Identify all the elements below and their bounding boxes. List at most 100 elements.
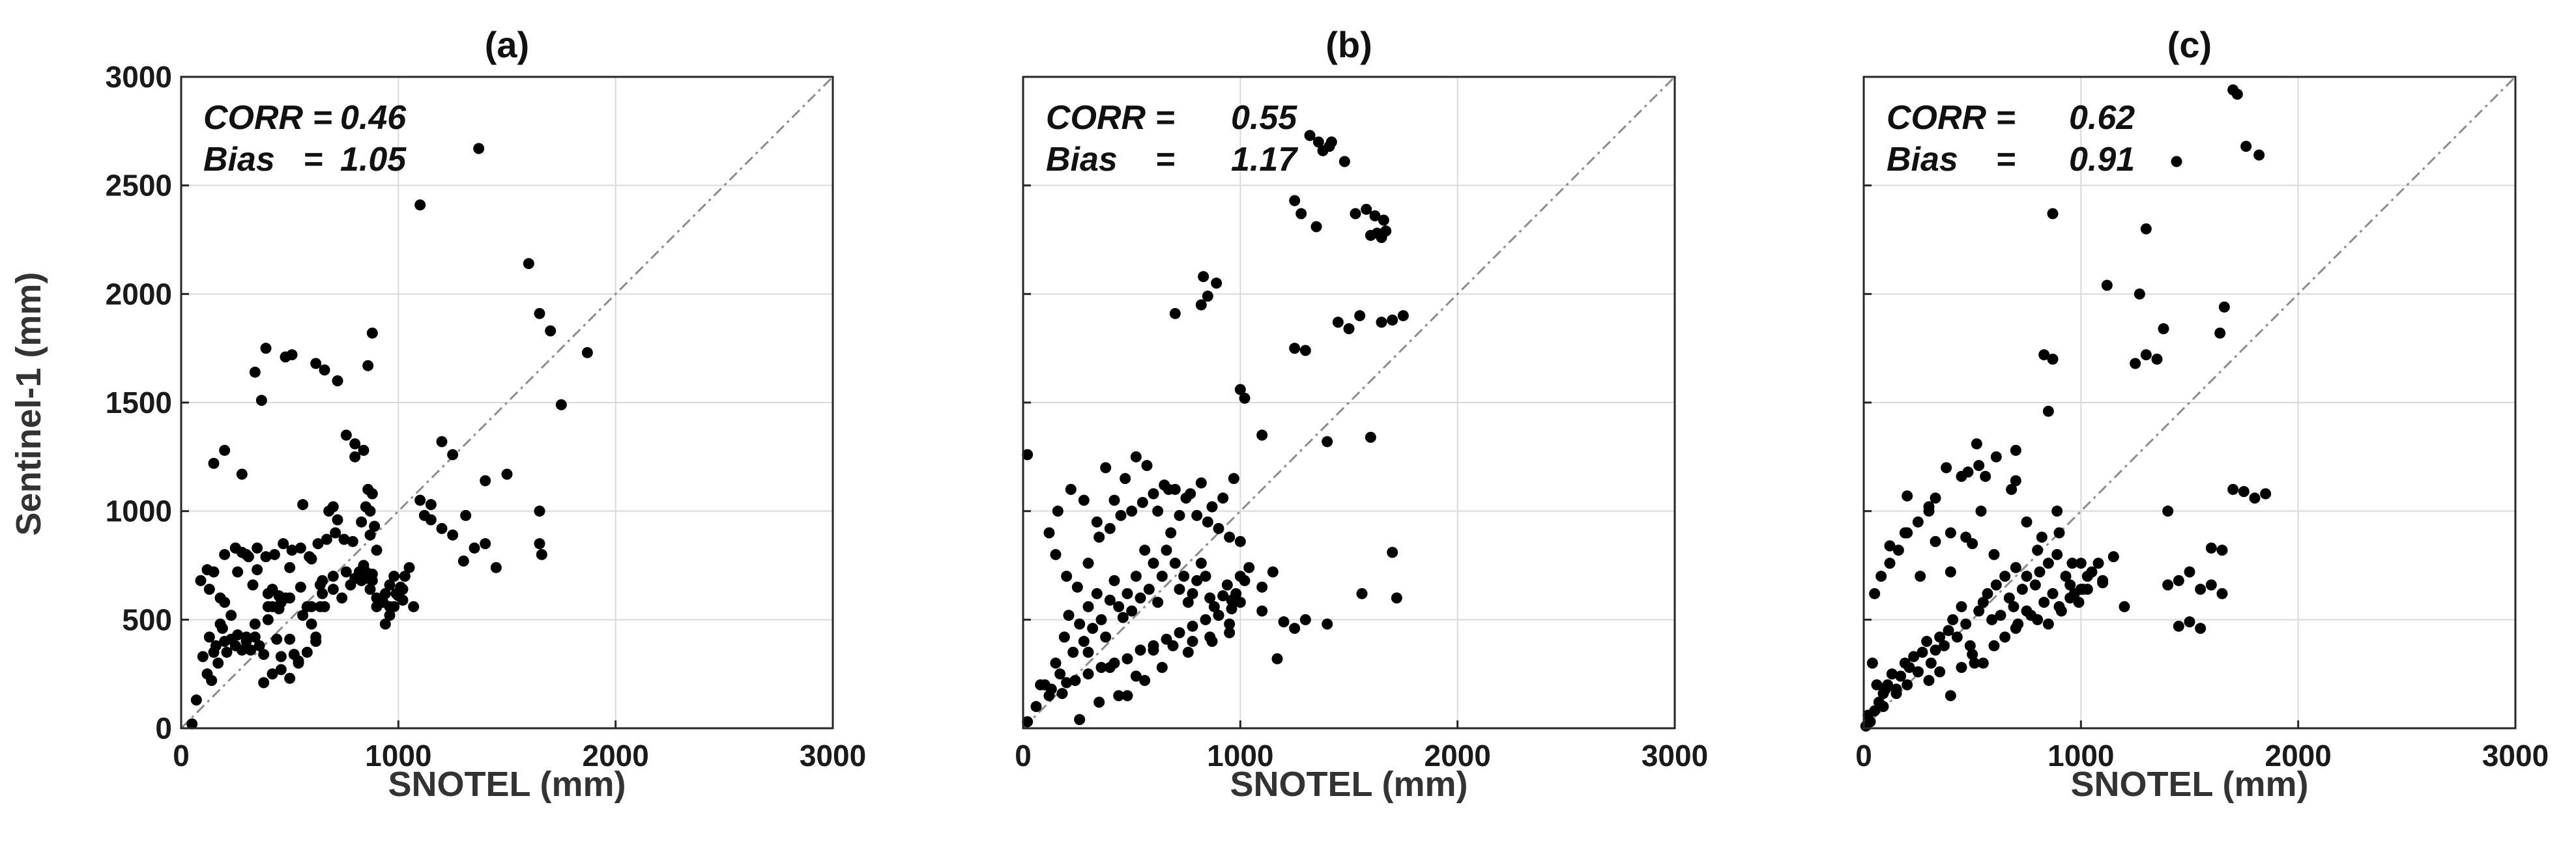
panel-b-data-point	[1376, 317, 1387, 328]
panel-a-data-point	[319, 364, 330, 376]
panel-a-data-point	[252, 542, 263, 554]
panel-b-data-point	[1108, 494, 1120, 506]
panel-c-data-point	[1967, 538, 1978, 550]
panel-a-data-point	[306, 601, 317, 612]
panel-b-data-point	[1082, 668, 1094, 680]
panel-c-corr-label: CORR =	[1887, 99, 2016, 137]
panel-c-data-point	[2184, 566, 2195, 578]
panel-b-data-point	[1213, 610, 1224, 621]
panel-b-data-point	[1191, 575, 1203, 586]
panel-b-data-point	[1126, 505, 1138, 517]
panel-a-data-point	[190, 694, 202, 706]
panel-a: (a) SNOTEL (mm) CORR = 0.46 Bias = 1.05 …	[106, 24, 867, 804]
panel-b-data-point	[1169, 558, 1181, 569]
panel-c-data-point	[2042, 618, 2054, 630]
panel-b-data-point	[1122, 690, 1133, 702]
panel-c-data-point	[1956, 662, 1967, 674]
panel-a-data-point	[480, 538, 491, 550]
panel-c-data-point	[2075, 558, 2087, 569]
panel-c-data-point	[1912, 516, 1924, 528]
panel-a-data-point	[206, 675, 218, 687]
panel-b-data-point	[1387, 547, 1398, 558]
panel-a-grid	[181, 77, 833, 728]
panel-b-data-point	[1120, 473, 1131, 485]
panel-a-title: (a)	[485, 24, 529, 65]
panel-c-points	[1860, 84, 2272, 732]
panel-b-data-point	[1136, 496, 1148, 508]
panel-c-data-point	[1988, 548, 2000, 560]
panel-b-data-point	[1078, 636, 1090, 647]
panel-b-data-point	[1148, 558, 1159, 569]
panel-c-x-tick-label: 3000	[2482, 739, 2549, 773]
panel-c-data-point	[2158, 323, 2169, 335]
panel-c-data-point	[2081, 584, 2093, 595]
panel-c-data-point	[1943, 625, 1954, 636]
panel-c-data-point	[1945, 566, 1956, 578]
panel-c-data-point	[2034, 566, 2046, 578]
panel-c-data-point	[1934, 631, 1946, 643]
panel-b-data-point	[1228, 473, 1239, 485]
panel-b-data-point	[1295, 208, 1307, 220]
panel-c-data-point	[2051, 548, 2063, 560]
panel-b-data-point	[1187, 588, 1198, 599]
panel-a-data-point	[258, 649, 270, 661]
panel-b-data-point	[1074, 618, 1086, 630]
panel-b-grid	[1023, 77, 1675, 728]
panel-a-data-point	[384, 610, 396, 621]
panel-a-data-point	[249, 631, 261, 643]
panel-c-data-point	[1990, 451, 2002, 462]
panel-a-data-point	[338, 533, 350, 545]
panel-a-data-point	[310, 631, 322, 643]
panel-b-data-point	[1195, 299, 1207, 311]
panel-b-data-point	[1082, 601, 1094, 612]
panel-c-data-point	[2036, 532, 2048, 543]
panel-a-data-point	[327, 584, 339, 595]
panel-b-data-point	[1198, 271, 1209, 283]
panel-a-data-point	[214, 592, 226, 604]
panel-b-data-point	[1139, 675, 1151, 687]
panel-b-data-point	[1122, 653, 1133, 664]
panel-a-data-point	[258, 677, 270, 689]
panel-b-data-point	[1378, 214, 1389, 226]
panel-c-x-tick-label: 2000	[2265, 739, 2331, 773]
panel-a-y-tick-label: 0	[155, 711, 172, 745]
panel-a-data-point	[349, 451, 361, 462]
panel-b-data-point	[1380, 225, 1392, 237]
panel-a-data-point	[436, 436, 448, 448]
panel-b-data-point	[1234, 535, 1246, 547]
panel-a-data-point	[186, 718, 198, 730]
panel-a-data-point	[260, 343, 272, 354]
panel-c-data-point	[1956, 601, 1967, 612]
panel-a-data-point	[356, 516, 368, 528]
panel-b-data-point	[1095, 662, 1107, 674]
panel-c-data-point	[1869, 588, 1881, 599]
panel-b-data-point	[1267, 566, 1279, 578]
panel-b-data-point	[1091, 516, 1103, 528]
panel-b-data-point	[1052, 505, 1064, 517]
panel-c-x-tick-label: 1000	[2048, 739, 2114, 773]
panel-a-data-point	[317, 588, 328, 599]
panel-a-data-point	[473, 143, 485, 154]
panel-c-data-point	[1969, 657, 1980, 669]
panel-a-data-point	[366, 327, 378, 339]
panel-c-data-point	[2216, 588, 2228, 599]
panel-b-data-point	[1391, 592, 1402, 604]
panel-b-data-point	[1213, 522, 1224, 534]
panel-b-data-point	[1361, 203, 1372, 215]
panel-a-data-point	[214, 618, 226, 630]
panel-c-data-point	[2066, 558, 2078, 569]
panel-c-data-point	[2038, 349, 2050, 361]
panel-a-data-point	[414, 199, 426, 211]
panel-a-data-point	[490, 561, 502, 573]
panel-b-data-point	[1356, 588, 1368, 599]
panel-c-data-point	[2010, 561, 2021, 573]
panel-a-data-point	[247, 579, 259, 591]
panel-a-data-point	[366, 488, 378, 500]
panel-c-data-point	[1886, 668, 1898, 680]
panel-b-data-point	[1054, 668, 1066, 680]
panel-b-data-point	[1299, 345, 1311, 356]
panel-a-data-point	[388, 601, 400, 612]
panel-b-data-point	[1130, 451, 1142, 462]
panel-b-points	[1022, 130, 1409, 728]
